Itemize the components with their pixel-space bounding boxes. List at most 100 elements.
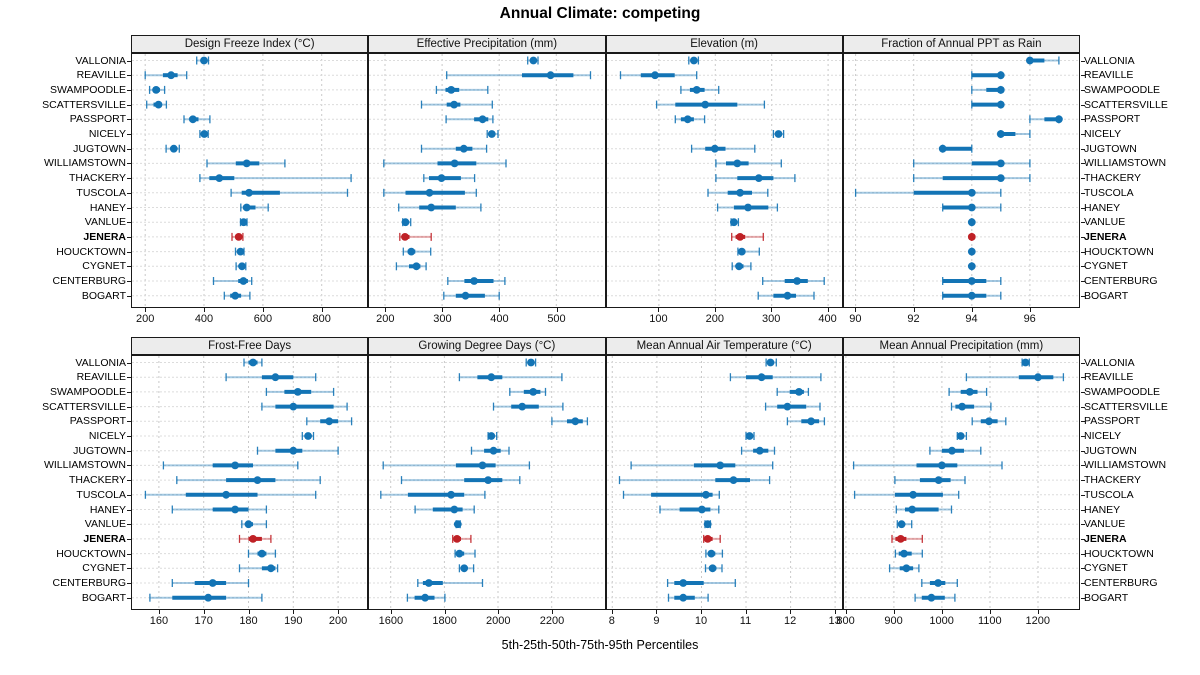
percentile-row-houcktown <box>704 549 723 558</box>
row-label-left-reaville: REAVILLE <box>76 371 126 384</box>
median-dot <box>743 203 752 212</box>
percentile-row-jenera <box>730 232 764 241</box>
percentile-row-swampoodle <box>148 85 166 94</box>
row-tick <box>1081 553 1085 555</box>
percentile-row-tuscola <box>853 490 960 499</box>
percentile-row-scattersville <box>146 100 168 109</box>
row-label-right-vallonia: VALLONIA <box>1084 356 1135 369</box>
median-dot <box>267 564 275 573</box>
percentile-row-vanlue <box>454 520 462 529</box>
row-label-right-bogart: BOGART <box>1084 591 1129 604</box>
row-tick <box>1081 104 1085 106</box>
percentile-row-bogart <box>757 291 815 300</box>
axis-tick <box>989 610 991 614</box>
percentile-row-passport <box>1028 115 1063 124</box>
median-dot <box>650 71 659 80</box>
percentile-row-cygnet <box>459 564 475 573</box>
row-label-left-swampoodle: SWAMPOODLE <box>49 83 126 96</box>
percentile-row-haney <box>240 203 269 212</box>
row-label-left-houcktown: HOUCKTOWN <box>56 547 126 560</box>
panel-header-elevation-m: Elevation (m) <box>605 35 843 53</box>
axis-tick-label: 400 <box>194 313 214 325</box>
percentile-row-passport <box>674 115 705 124</box>
row-tick <box>127 391 131 393</box>
percentile-row-swampoodle <box>970 85 1005 94</box>
row-label-left-vallonia: VALLONIA <box>75 356 126 369</box>
percentile-row-reaville <box>619 71 697 80</box>
panel-plot-growing-degree-days-c <box>369 356 605 609</box>
axis-tick-label: 200 <box>705 313 724 325</box>
row-tick <box>127 494 131 496</box>
median-dot <box>737 247 746 256</box>
row-tick <box>1081 436 1085 437</box>
percentile-row-vanlue <box>239 218 248 227</box>
row-label-right-passport: PASSPORT <box>1084 415 1141 428</box>
median-dot <box>735 233 744 241</box>
median-dot <box>487 432 496 440</box>
median-dot <box>703 520 712 529</box>
axis-tick <box>556 308 558 312</box>
median-dot <box>729 476 737 484</box>
panel-area-design-freeze-index-c <box>131 53 369 308</box>
axis-tick-label: 13 <box>828 615 841 627</box>
row-tick <box>127 480 131 482</box>
axis-tick <box>1037 610 1039 614</box>
row-tick <box>1081 391 1085 393</box>
axis-tick-label: 800 <box>312 313 331 325</box>
percentile-row-reaville <box>446 71 592 80</box>
percentile-row-jenera <box>238 534 272 543</box>
row-tick <box>127 75 131 77</box>
percentile-row-jugtown <box>690 144 755 153</box>
panel-plot-design-freeze-index-c <box>132 54 368 307</box>
axis-tick-label: 9 <box>653 615 660 627</box>
median-dot <box>546 71 555 80</box>
percentile-row-tuscola <box>706 188 768 197</box>
row-label-left-thackery: THACKERY <box>69 474 126 487</box>
percentile-row-williamstown <box>852 461 1003 470</box>
percentile-row-williamstown <box>714 159 782 168</box>
row-tick <box>127 524 131 526</box>
axis-tick-label: 1200 <box>1025 615 1051 627</box>
percentile-row-cygnet <box>731 262 752 271</box>
percentile-row-jenera <box>231 232 244 241</box>
percentile-row-haney <box>716 203 778 212</box>
percentile-row-tuscola <box>854 188 1002 197</box>
median-dot <box>783 402 791 411</box>
percentile-row-williamstown <box>629 461 773 470</box>
axis-tick <box>834 610 836 614</box>
percentile-row-cygnet <box>967 262 976 271</box>
median-dot <box>231 291 240 300</box>
row-tick <box>127 192 131 194</box>
axis-tick <box>390 610 392 614</box>
median-dot <box>938 144 947 153</box>
percentile-row-cygnet <box>704 564 723 573</box>
percentile-row-vallonia <box>1021 358 1030 367</box>
median-dot <box>735 188 744 197</box>
percentile-row-houcktown <box>894 549 923 558</box>
median-dot <box>222 490 230 499</box>
panel-title: Growing Degree Days (°C) <box>418 340 556 352</box>
panel-title: Mean Annual Air Temperature (°C) <box>636 340 812 352</box>
row-label-right-nicely: NICELY <box>1084 430 1122 442</box>
row-tick <box>1081 178 1085 180</box>
median-dot <box>447 490 456 499</box>
median-dot <box>967 262 976 271</box>
median-dot <box>703 535 712 543</box>
axis-tick-label: 160 <box>149 615 169 627</box>
median-dot <box>934 476 943 484</box>
axis-tick-label: 2200 <box>539 615 565 627</box>
axis-tick <box>293 610 295 614</box>
median-dot <box>754 174 763 182</box>
axis-tick-label: 90 <box>849 313 862 325</box>
percentile-row-passport <box>183 115 211 124</box>
row-label-right-thackery: THACKERY <box>1084 172 1141 185</box>
percentile-row-jugtown <box>421 144 488 153</box>
median-dot <box>708 564 716 573</box>
axis-tick-label: 500 <box>547 313 566 325</box>
row-tick <box>1081 89 1085 91</box>
percentile-row-swampoodle <box>265 387 335 396</box>
percentile-row-houcktown <box>234 247 245 256</box>
row-tick <box>127 119 131 121</box>
axis-tick-label: 10 <box>694 615 708 627</box>
percentile-row-jugtown <box>471 446 510 455</box>
